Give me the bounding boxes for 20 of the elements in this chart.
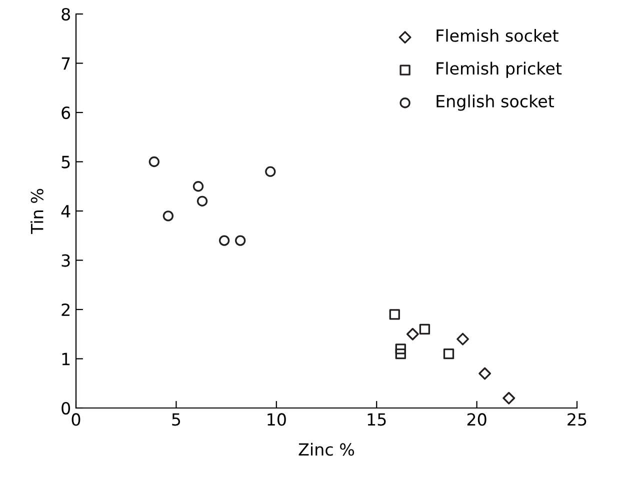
x-tick-label: 25: [568, 413, 586, 426]
y-tick-label: 7: [62, 57, 70, 70]
y-tick-label: 5: [62, 156, 70, 168]
y-tick-label: 1: [62, 352, 70, 366]
x-tick-label: 15: [368, 413, 386, 426]
legend-label: English socket: [436, 94, 554, 111]
y-axis-title: Tin %: [30, 188, 44, 234]
y-tick-label: 4: [61, 205, 70, 218]
legend-label: Flemish socket: [436, 29, 558, 42]
y-tick-label: 6: [62, 106, 70, 120]
y-tick-label: 2: [62, 303, 70, 316]
y-tick-label: 0: [62, 402, 70, 415]
x-tick-label: 10: [268, 413, 286, 426]
y-tick-label: 8: [62, 8, 70, 21]
x-axis-title: Zinc %: [298, 442, 354, 456]
x-tick-label: 5: [172, 413, 180, 426]
x-tick-label: 0: [72, 413, 80, 426]
y-tick-label: 3: [62, 254, 70, 267]
x-tick-label: 20: [467, 413, 486, 426]
legend-label: Flemish pricket: [436, 62, 562, 78]
